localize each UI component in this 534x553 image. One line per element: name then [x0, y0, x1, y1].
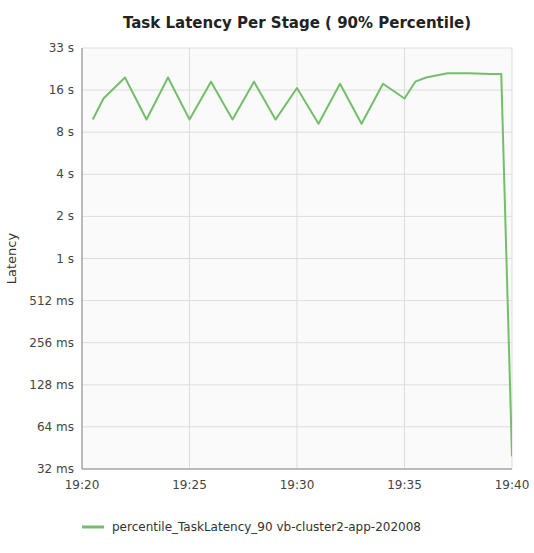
x-tick-label: 19:30	[280, 478, 315, 492]
legend-label: percentile_TaskLatency_90 vb-cluster2-ap…	[112, 520, 421, 534]
plot-background	[82, 48, 512, 469]
y-tick-label: 4 s	[56, 167, 74, 181]
y-tick-label: 256 ms	[29, 336, 74, 350]
x-grid-line	[297, 48, 298, 469]
legend: percentile_TaskLatency_90 vb-cluster2-ap…	[82, 520, 421, 534]
y-tick-label: 512 ms	[29, 294, 74, 308]
x-tick-label: 19:40	[495, 478, 530, 492]
y-grid-line	[82, 469, 512, 470]
title: Task Latency Per Stage ( 90% Percentile)	[123, 14, 471, 32]
y-axis-line	[82, 48, 83, 469]
y-tick-label: 2 s	[56, 209, 74, 223]
x-grid-line	[189, 48, 190, 469]
x-grid-line	[82, 48, 83, 469]
y-tick-label: 64 ms	[37, 420, 74, 434]
grid	[82, 48, 512, 469]
x-grid-line	[404, 48, 405, 469]
chart-svg: Task Latency Per Stage ( 90% Percentile)…	[0, 0, 534, 553]
y-tick-label: 8 s	[56, 125, 74, 139]
legend-swatch	[82, 526, 104, 529]
x-tick-label: 19:20	[65, 478, 100, 492]
chart-container: Task Latency Per Stage ( 90% Percentile)…	[0, 0, 534, 553]
data-layer	[93, 73, 512, 456]
y-tick-label: 32 ms	[37, 462, 74, 476]
y-tick-label: 33 s	[49, 41, 74, 55]
y-axis-label: Latency	[4, 233, 19, 285]
x-tick-label: 19:25	[172, 478, 207, 492]
series-line	[93, 73, 512, 456]
x-grid-line	[512, 48, 513, 469]
y-tick-label: 128 ms	[29, 378, 74, 392]
y-tick-label: 1 s	[56, 252, 74, 266]
y-tick-label: 16 s	[49, 83, 74, 97]
x-tick-label: 19:35	[387, 478, 422, 492]
x-axis-line	[82, 469, 512, 470]
axes: 33 s 16 s 8 s 4 s 2 s 1 s 512 ms 256 ms 128 ms 64…	[29, 41, 529, 492]
